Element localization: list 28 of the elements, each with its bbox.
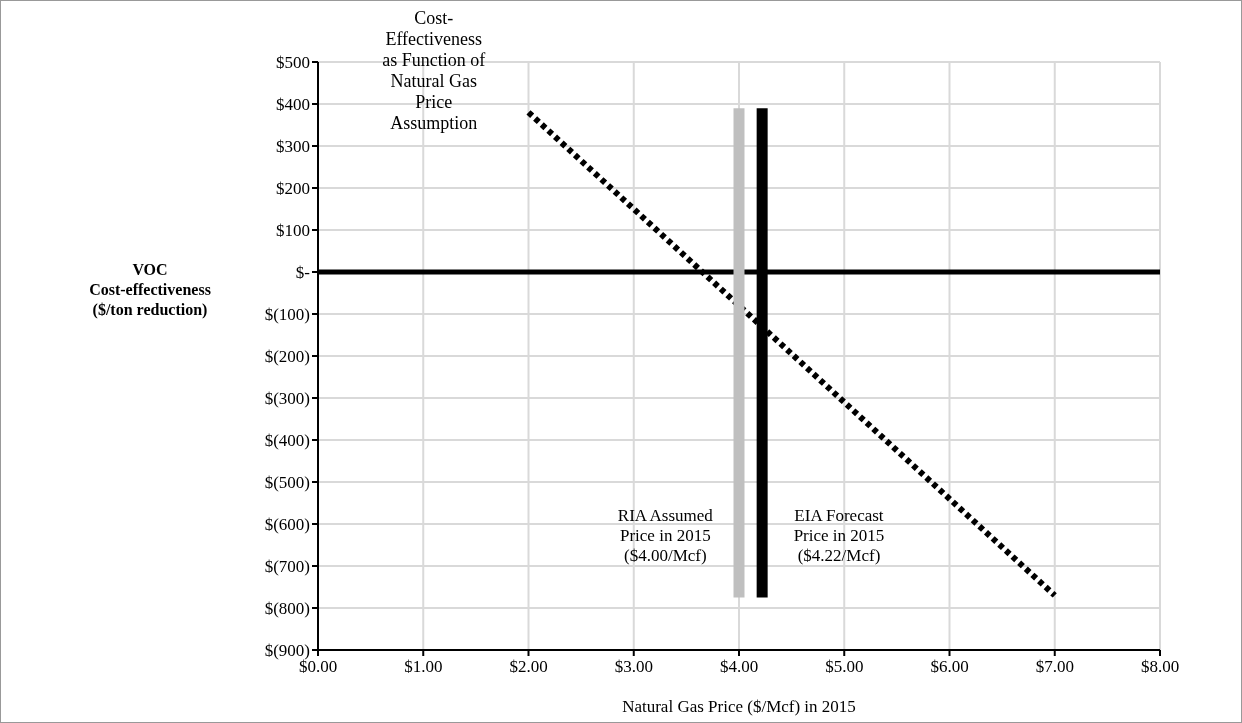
annotation: EIA Forecast Price in 2015 ($4.22/Mcf) <box>793 505 885 565</box>
y-tick-label: $(200) <box>264 346 310 366</box>
y-tick-label: $400 <box>276 94 310 114</box>
x-tick-label: $8.00 <box>1140 657 1180 676</box>
y-tick-label: $200 <box>276 178 310 198</box>
y-axis-title: VOC Cost-effectiveness ($/ton reduction) <box>89 261 211 319</box>
y-tick-label: $(100) <box>264 304 310 324</box>
y-tick-label: $300 <box>276 136 310 156</box>
x-tick-label: $4.00 <box>719 657 759 676</box>
x-tick-label: $3.00 <box>614 657 653 676</box>
x-axis-title: Natural Gas Price ($/Mcf) in 2015 <box>622 697 856 716</box>
y-tick-label: $(800) <box>264 598 310 618</box>
chart-title: Cost-Effectiveness as Function of Natural Gas Price Assumption <box>382 8 486 133</box>
y-tick-label: $100 <box>276 220 310 240</box>
y-tick-label: $(600) <box>264 514 310 534</box>
y-tick-label: $(300) <box>264 388 310 408</box>
x-tick-label: $1.00 <box>404 657 443 676</box>
y-tick-label: $500 <box>276 52 310 72</box>
y-tick-label: $(400) <box>264 430 310 450</box>
y-tick-label: $(900) <box>264 640 310 660</box>
x-tick-label: $7.00 <box>1035 657 1074 676</box>
annotation: RIA Assumed Price in 2015 ($4.00/Mcf) <box>617 505 714 565</box>
x-tick-label: $6.00 <box>930 657 969 676</box>
x-tick-label: $5.00 <box>825 657 864 676</box>
y-tick-label: $- <box>295 262 311 282</box>
x-tick-label: $2.00 <box>509 657 548 676</box>
y-tick-label: $(500) <box>264 472 310 492</box>
y-tick-label: $(700) <box>264 556 310 576</box>
